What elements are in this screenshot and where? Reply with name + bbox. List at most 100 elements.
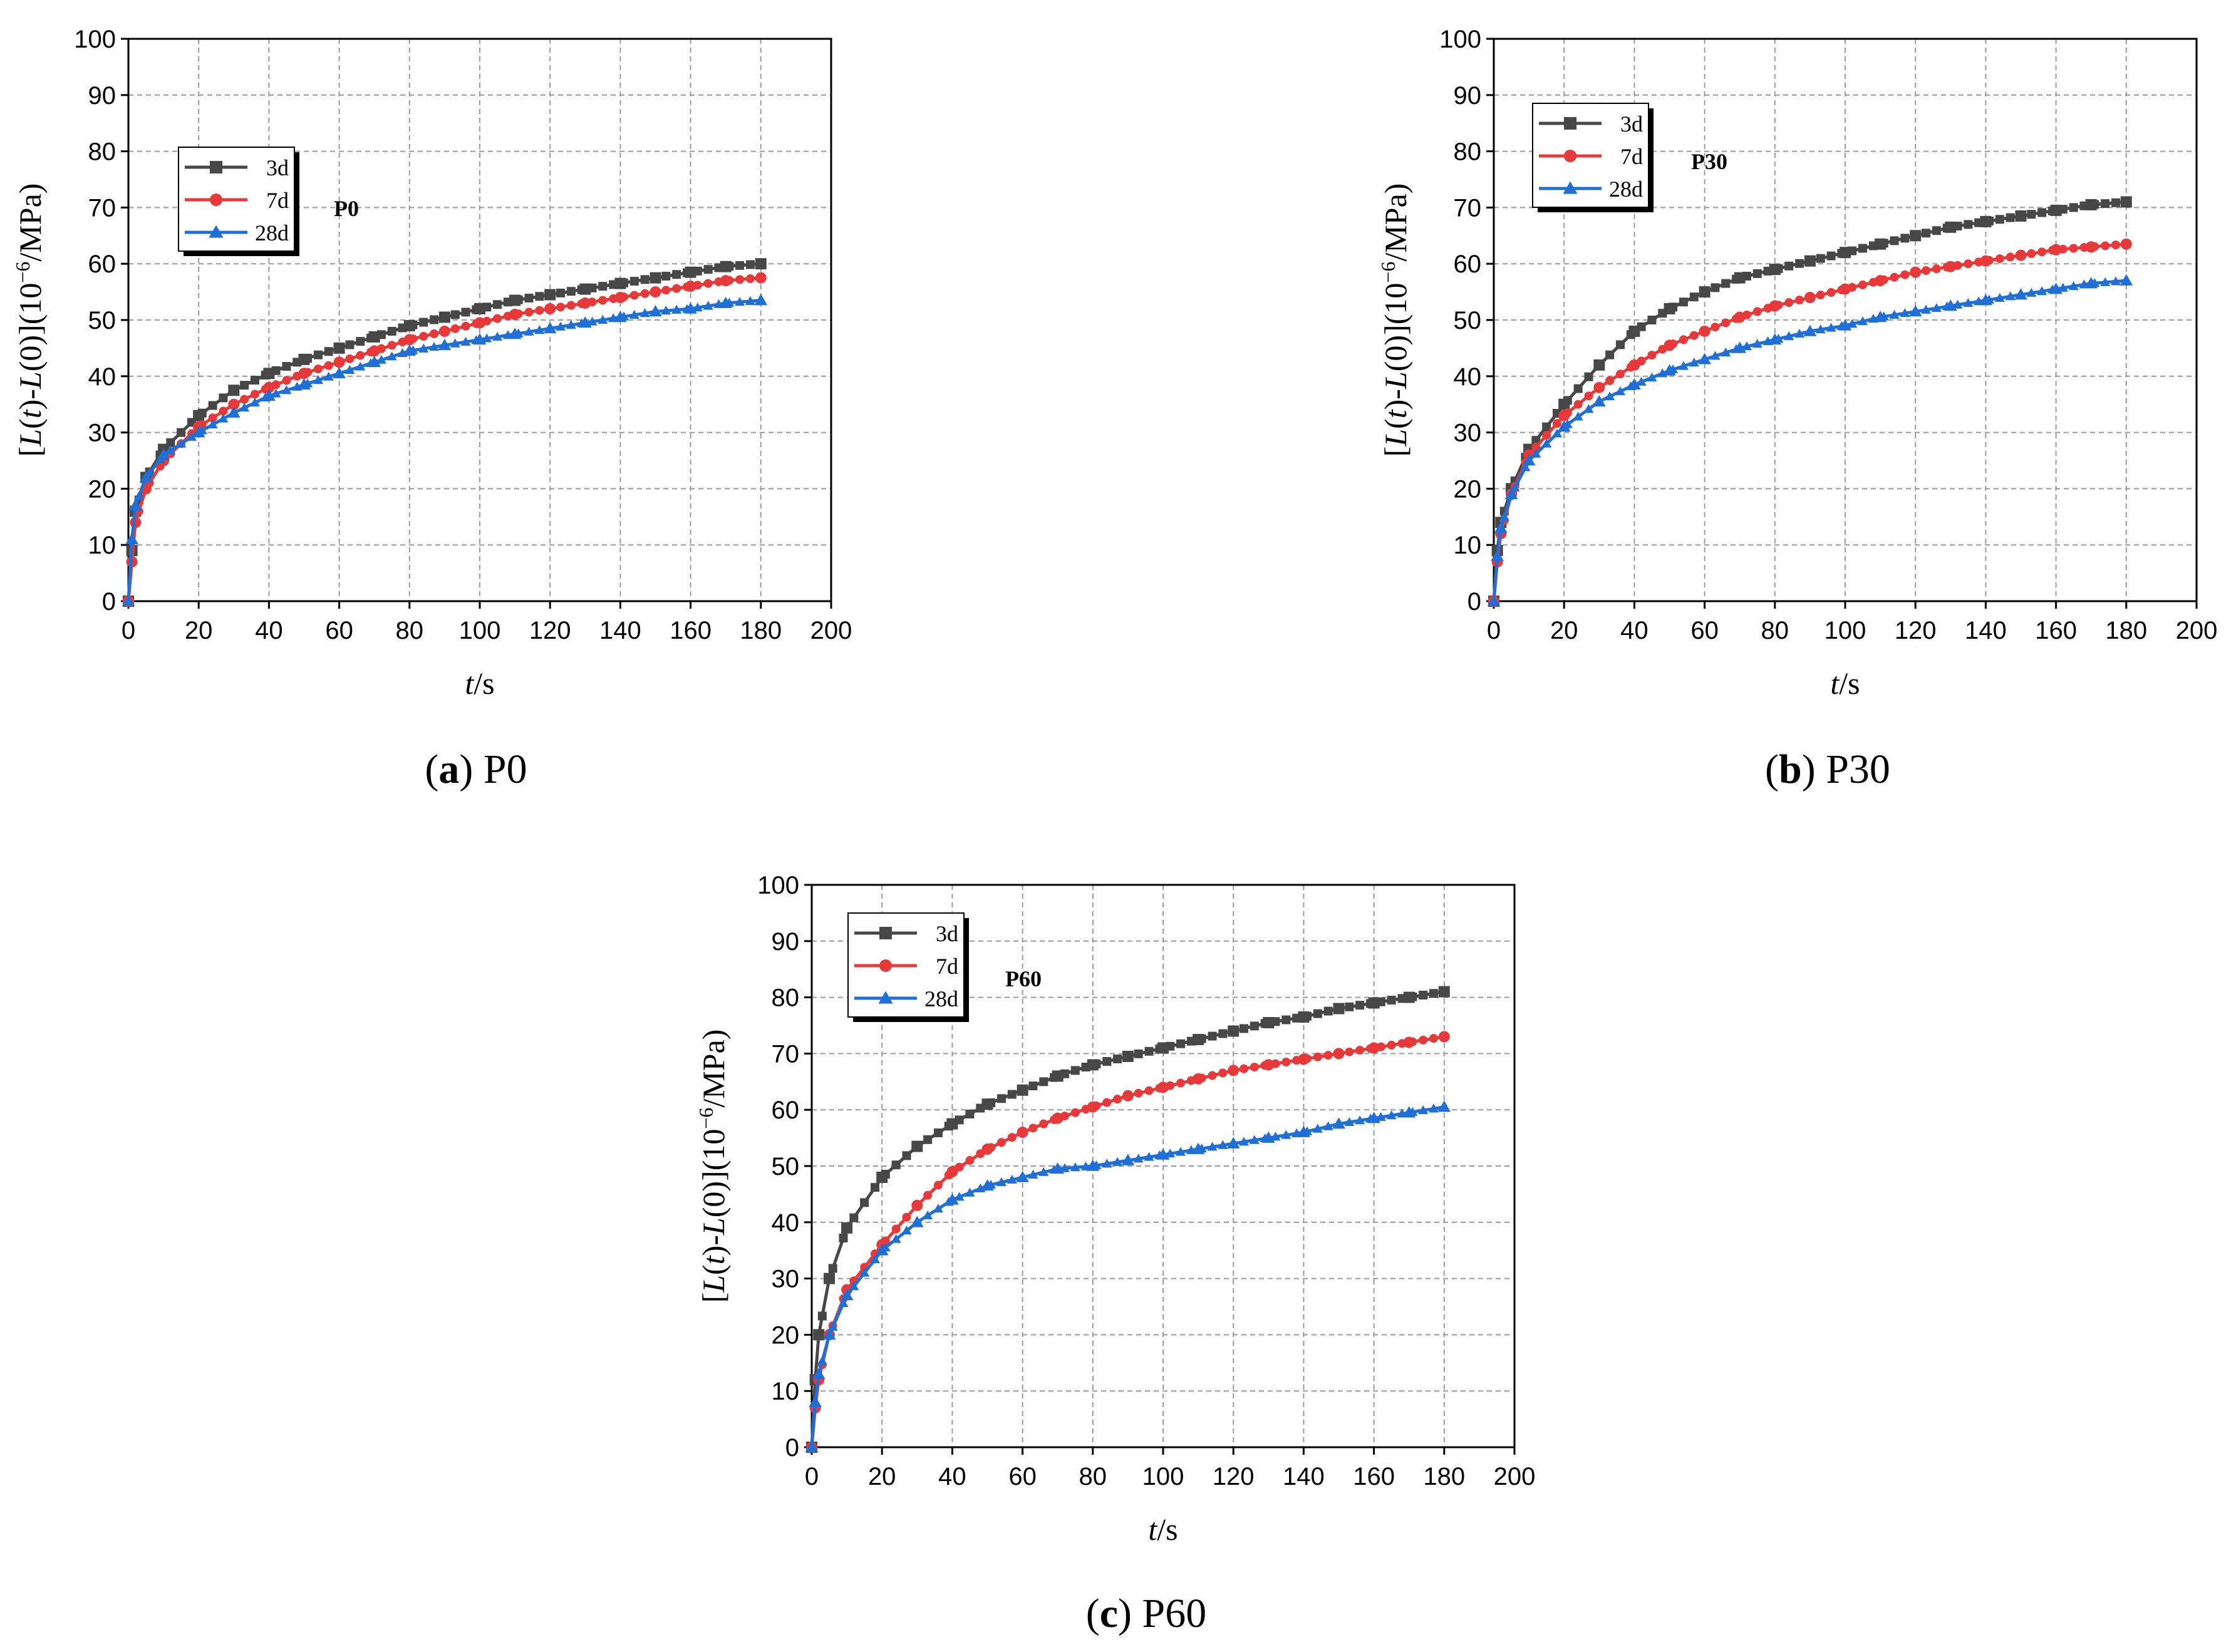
data-point-7d (2079, 243, 2089, 252)
x-tick-label: 120 (1213, 1463, 1255, 1490)
data-point-7d (566, 301, 576, 310)
data-point-7d (240, 395, 249, 404)
data-point-28d (1509, 482, 1520, 492)
x-tick-label: 160 (2035, 617, 2077, 644)
panel-tag: P60 (1005, 966, 1042, 991)
data-point-3d (735, 261, 745, 270)
data-point-7d (1134, 1088, 1143, 1098)
data-point-3d (1922, 229, 1931, 238)
data-point-7d (1826, 287, 1836, 297)
data-point-3d (450, 310, 460, 319)
data-point-28d (1059, 1163, 1070, 1172)
data-point-28d (292, 381, 303, 391)
data-point-3d (2047, 206, 2057, 215)
x-tick-label: 60 (325, 617, 353, 644)
data-point-28d (418, 343, 429, 353)
y-tick-label: 100 (757, 872, 799, 899)
y-tick-label: 50 (88, 307, 116, 334)
data-point-28d (397, 348, 408, 358)
data-point-7d (482, 316, 492, 326)
data-point-28d (943, 1197, 954, 1206)
data-point-3d (1365, 999, 1375, 1008)
data-point-7d (1081, 1105, 1090, 1114)
data-point-7d (1879, 275, 1888, 284)
data-point-7d (1313, 1052, 1322, 1061)
data-point-3d (535, 292, 544, 301)
data-point-28d (671, 304, 682, 314)
data-point-28d (1762, 336, 1773, 346)
data-point-7d (1176, 1078, 1186, 1088)
data-point-3d (1995, 215, 2004, 224)
legend: 3d 7d 28d (847, 912, 969, 1022)
data-point-7d (1615, 369, 1625, 379)
y-tick-label: 0 (102, 588, 116, 616)
data-point-28d (471, 335, 482, 344)
data-point-28d (1551, 428, 1563, 438)
data-point-3d (1679, 297, 1688, 307)
data-point-3d (1584, 372, 1593, 381)
data-point-7d (756, 273, 765, 282)
data-point-28d (1889, 309, 1900, 319)
data-point-7d (1070, 1108, 1080, 1117)
data-point-3d (1932, 226, 1941, 235)
data-point-28d (1868, 314, 1878, 323)
data-point-28d (1952, 299, 1963, 309)
data-point-3d (1700, 287, 1709, 297)
data-point-28d (1375, 1112, 1386, 1121)
data-point-3d (493, 300, 502, 309)
data-point-3d (1964, 220, 1973, 229)
data-point-28d (598, 314, 608, 324)
y-axis-label: [L(t)-L(0)](10−6/MPa) (695, 1030, 731, 1303)
data-point-3d (556, 288, 566, 297)
data-point-3d (1408, 992, 1417, 1001)
data-point-3d (661, 271, 671, 281)
data-point-28d (155, 454, 165, 463)
data-point-3d (2079, 201, 2089, 210)
y-tick-label: 90 (88, 82, 116, 110)
data-point-28d (849, 1281, 859, 1291)
data-point-7d (2016, 250, 2026, 260)
data-point-7d (398, 338, 407, 347)
data-point-7d (1911, 267, 1920, 277)
data-point-28d (1144, 1152, 1154, 1161)
x-tick-label: 100 (459, 617, 501, 644)
data-point-7d (493, 314, 502, 323)
data-point-28d (386, 351, 397, 361)
data-point-3d (1155, 1044, 1164, 1053)
data-point-7d (250, 390, 259, 399)
data-point-7d (430, 329, 439, 339)
data-point-3d (1868, 241, 1878, 250)
x-tick-label: 180 (740, 617, 782, 644)
data-point-28d (1165, 1149, 1176, 1158)
legend-label-7d: 7d (936, 954, 958, 979)
data-point-7d (2006, 252, 2015, 262)
data-point-3d (1092, 1060, 1101, 1069)
data-point-7d (1018, 1128, 1027, 1137)
data-point-28d (1176, 1147, 1186, 1156)
data-point-7d (1732, 314, 1741, 323)
data-point-28d (513, 328, 524, 338)
data-point-3d (1752, 269, 1762, 278)
data-point-7d (735, 275, 745, 284)
data-point-3d (1060, 1069, 1069, 1078)
data-point-3d (1637, 322, 1646, 331)
data-point-28d (128, 498, 142, 511)
data-point-28d (1504, 488, 1518, 500)
data-point-28d (1752, 339, 1762, 348)
data-point-3d (472, 305, 481, 314)
data-point-7d (1711, 323, 1720, 332)
data-point-7d (1563, 408, 1572, 418)
data-point-3d (2069, 203, 2078, 212)
y-tick-label: 80 (1454, 138, 1482, 166)
data-point-7d (714, 277, 723, 286)
data-point-28d (1815, 324, 1826, 334)
data-point-28d (439, 340, 450, 349)
data-point-7d (1186, 1076, 1196, 1085)
data-point-7d (1784, 298, 1794, 307)
data-point-28d (661, 306, 671, 315)
data-point-28d (827, 1321, 838, 1331)
data-point-3d (282, 362, 291, 371)
data-point-28d (1522, 454, 1536, 466)
data-point-7d (408, 334, 418, 344)
